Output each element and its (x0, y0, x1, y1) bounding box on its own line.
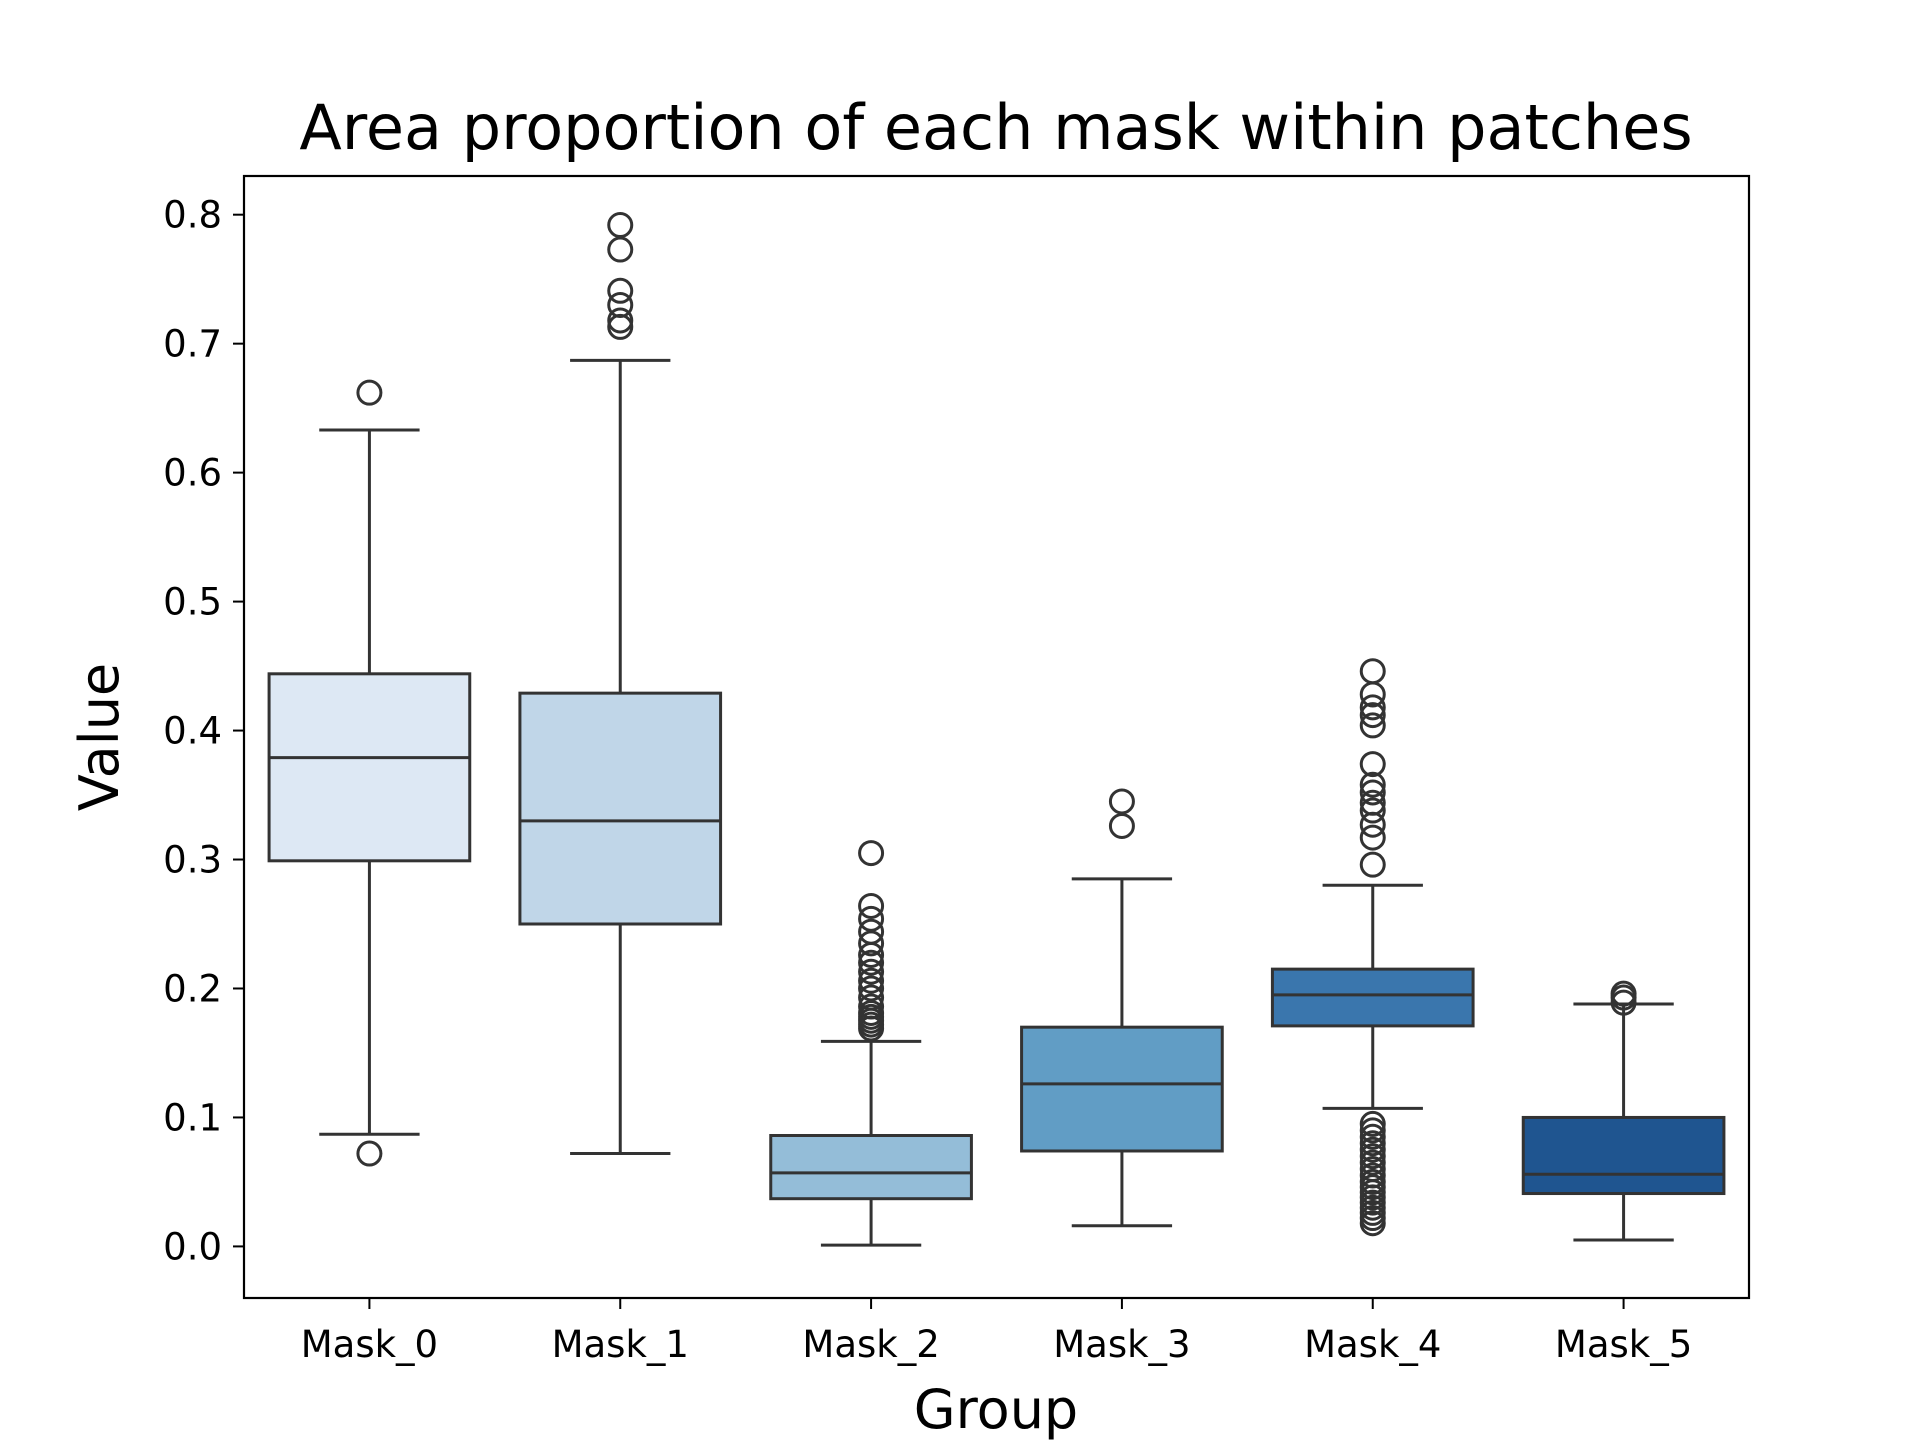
outlier-point (1359, 702, 1386, 729)
outlier-point (1359, 771, 1386, 798)
outlier-point (1108, 788, 1135, 815)
y-tick-label: 0.2 (163, 967, 222, 1010)
box-mask-1 (518, 212, 723, 1156)
iqr-box (1521, 1115, 1726, 1196)
outlier-point (1359, 851, 1386, 878)
outlier-point (1359, 779, 1386, 806)
x-axis-label: Group (914, 1378, 1078, 1440)
x-tick-label: Mask_2 (802, 1323, 939, 1366)
outlier-point (1359, 1156, 1386, 1183)
outlier-point (1359, 1162, 1386, 1189)
x-tick-label: Mask_0 (301, 1323, 438, 1366)
outlier-point (1359, 797, 1386, 824)
y-tick-label: 0.8 (163, 194, 222, 237)
chart-title: Area proportion of each mask within patc… (299, 91, 1692, 164)
iqr-box (267, 672, 472, 863)
x-axis: Mask_0 Mask_1 Mask_2 Mask_3 Mask_4 Mask_5 (301, 1298, 1692, 1366)
outlier-point (1359, 1168, 1386, 1195)
iqr-box (1020, 1025, 1224, 1153)
outlier-point (858, 967, 885, 994)
outlier-point (1359, 751, 1386, 778)
iqr-box (518, 691, 723, 926)
outlier-point (1610, 980, 1637, 1007)
outlier-point (858, 984, 885, 1011)
plot-frame (242, 174, 1751, 1300)
outlier-point (858, 958, 885, 985)
y-tick-label: 0.3 (163, 839, 222, 882)
outlier-point (1359, 658, 1386, 685)
outlier-point (607, 236, 634, 263)
outlier-point (858, 930, 885, 957)
outlier-point (1359, 824, 1386, 851)
y-tick-label: 0.6 (163, 452, 222, 495)
outlier-point (1108, 812, 1135, 839)
outlier-point (858, 993, 885, 1020)
box-mask-0 (267, 379, 472, 1167)
plot-area (267, 212, 1726, 1247)
outlier-point (1359, 694, 1386, 721)
y-tick-label: 0.0 (163, 1225, 222, 1268)
y-tick-label: 0.4 (163, 710, 222, 753)
y-tick-label: 0.7 (163, 323, 222, 366)
outlier-point (1359, 789, 1386, 816)
box-mask-2 (769, 840, 973, 1247)
outlier-point (1359, 712, 1386, 739)
iqr-box (1270, 967, 1475, 1028)
y-tick-label: 0.5 (163, 581, 222, 624)
outlier-point (858, 918, 885, 945)
outlier-point (858, 840, 885, 867)
x-tick-label: Mask_4 (1304, 1323, 1441, 1366)
box-mask-5 (1521, 980, 1726, 1242)
outlier-point (858, 975, 885, 1002)
outlier-point (356, 379, 383, 406)
iqr-box (769, 1134, 973, 1201)
outlier-point (1359, 1143, 1386, 1170)
outlier-point (1359, 1123, 1386, 1150)
outlier-point (858, 999, 885, 1026)
x-tick-label: Mask_5 (1555, 1323, 1692, 1366)
outlier-point (607, 212, 634, 239)
box-mask-3 (1020, 788, 1224, 1228)
outlier-point (1359, 1110, 1386, 1137)
outlier-point (607, 277, 634, 304)
outlier-point (607, 307, 634, 334)
outlier-point (1359, 1117, 1386, 1144)
y-axis-label: Value (68, 663, 131, 811)
outlier-point (1359, 1130, 1386, 1157)
box-mask-4 (1270, 658, 1475, 1237)
outlier-point (1359, 1149, 1386, 1176)
y-axis: 0.0 0.1 0.2 0.3 0.4 0.5 0.6 0.7 0.8 (163, 194, 244, 1268)
outlier-point (858, 892, 885, 919)
outlier-point (858, 905, 885, 932)
outlier-point (356, 1140, 383, 1167)
outlier-point (1359, 1136, 1386, 1163)
x-tick-label: Mask_1 (552, 1323, 689, 1366)
outlier-point (607, 291, 634, 318)
y-tick-label: 0.1 (163, 1096, 222, 1139)
x-tick-label: Mask_3 (1053, 1323, 1190, 1366)
outlier-point (858, 949, 885, 976)
